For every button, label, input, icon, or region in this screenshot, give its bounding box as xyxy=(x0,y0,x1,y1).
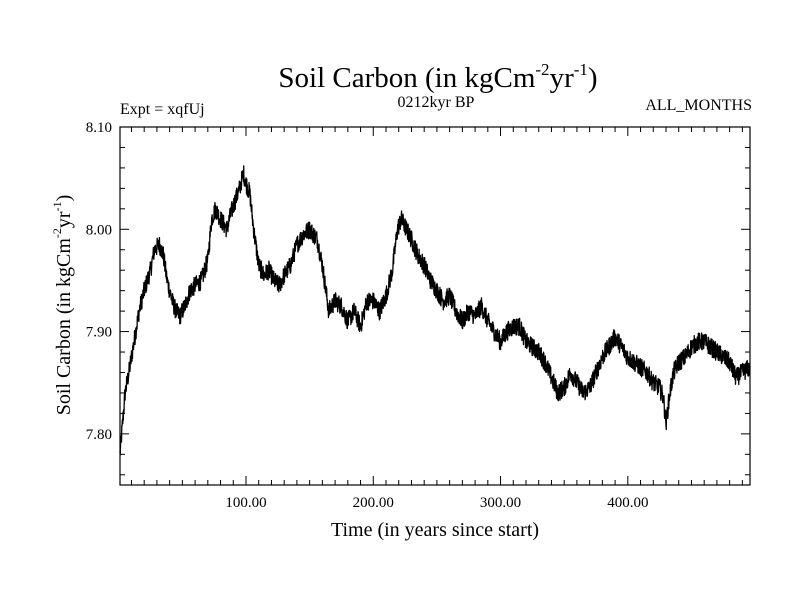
x-tick-label: 100.00 xyxy=(225,495,266,511)
x-tick-label: 300.00 xyxy=(480,495,521,511)
y-tick-label: 8.00 xyxy=(86,222,112,238)
plot-frame xyxy=(119,126,751,486)
x-tick-labels: 100.00 200.00 300.00 400.00 xyxy=(225,495,648,511)
axis-ticks xyxy=(120,127,750,485)
y-tick-label: 7.90 xyxy=(86,325,112,341)
y-axis-label: Soil Carbon (in kgCm-2yr-1) xyxy=(50,195,75,416)
x-axis-label: Time (in years since start) xyxy=(331,519,539,541)
y-tick-label: 7.80 xyxy=(86,427,112,443)
soil-carbon-series-line xyxy=(119,165,751,456)
months-label: ALL_MONTHS xyxy=(645,97,752,114)
x-tick-label: 400.00 xyxy=(607,495,648,511)
experiment-label: Expt = xqfUj xyxy=(120,101,205,118)
data-line-group xyxy=(119,165,751,456)
y-tick-labels: 7.80 7.90 8.00 8.10 xyxy=(86,120,112,443)
period-label: 0212kyr BP xyxy=(398,94,475,111)
chart-title: Soil Carbon (in kgCm-2yr-1) xyxy=(278,60,597,94)
x-tick-label: 200.00 xyxy=(353,495,394,511)
y-tick-label: 8.10 xyxy=(86,120,112,136)
